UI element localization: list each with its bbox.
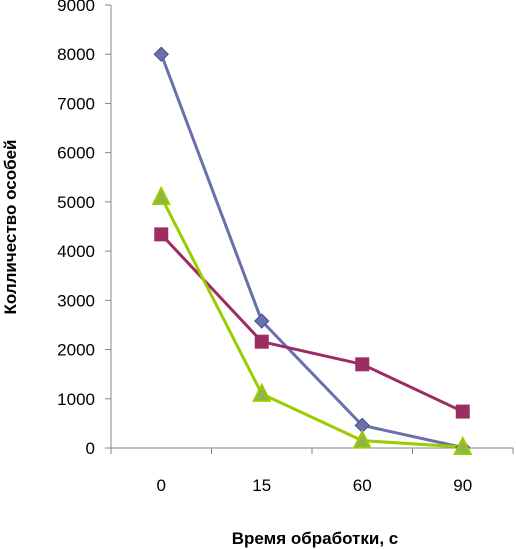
series-3-point — [151, 185, 171, 205]
x-tick-label: 60 — [353, 476, 372, 495]
series-3-point — [453, 435, 473, 456]
series-2-point — [154, 227, 169, 242]
y-tick-label: 0 — [86, 439, 95, 458]
y-axis-title: Колличество особей — [1, 139, 20, 314]
y-tick-label: 3000 — [57, 291, 95, 310]
series-2-point — [455, 404, 470, 419]
series-3-point — [352, 429, 372, 449]
y-axis — [105, 4, 112, 449]
tick-labels: 0 1000 2000 3000 4000 5000 6000 7000 8000 9000 0 15… — [57, 0, 472, 495]
series-2-point — [254, 334, 269, 349]
series-2-point — [355, 357, 370, 372]
x-tick-label: 90 — [453, 476, 472, 495]
y-tick-label: 2000 — [57, 341, 95, 360]
series-1-point — [254, 313, 270, 329]
series-3-point — [252, 382, 272, 402]
x-axis-title: Время обработки, с — [232, 529, 398, 548]
y-tick-label: 9000 — [57, 0, 95, 15]
y-tick-label: 8000 — [57, 45, 95, 64]
y-tick-label: 1000 — [57, 390, 95, 409]
series-layer — [151, 46, 473, 456]
series-1-line — [159, 53, 464, 449]
y-tick-label: 7000 — [57, 94, 95, 113]
series-2-line — [160, 233, 464, 413]
y-tick-label: 4000 — [57, 242, 95, 261]
y-tick-label: 5000 — [57, 193, 95, 212]
x-tick-label: 0 — [157, 476, 166, 495]
series-1-point — [153, 46, 169, 62]
series-3-line — [159, 196, 463, 449]
x-axis — [110, 447, 514, 454]
x-tick-label: 15 — [252, 476, 271, 495]
y-tick-label: 6000 — [57, 144, 95, 163]
